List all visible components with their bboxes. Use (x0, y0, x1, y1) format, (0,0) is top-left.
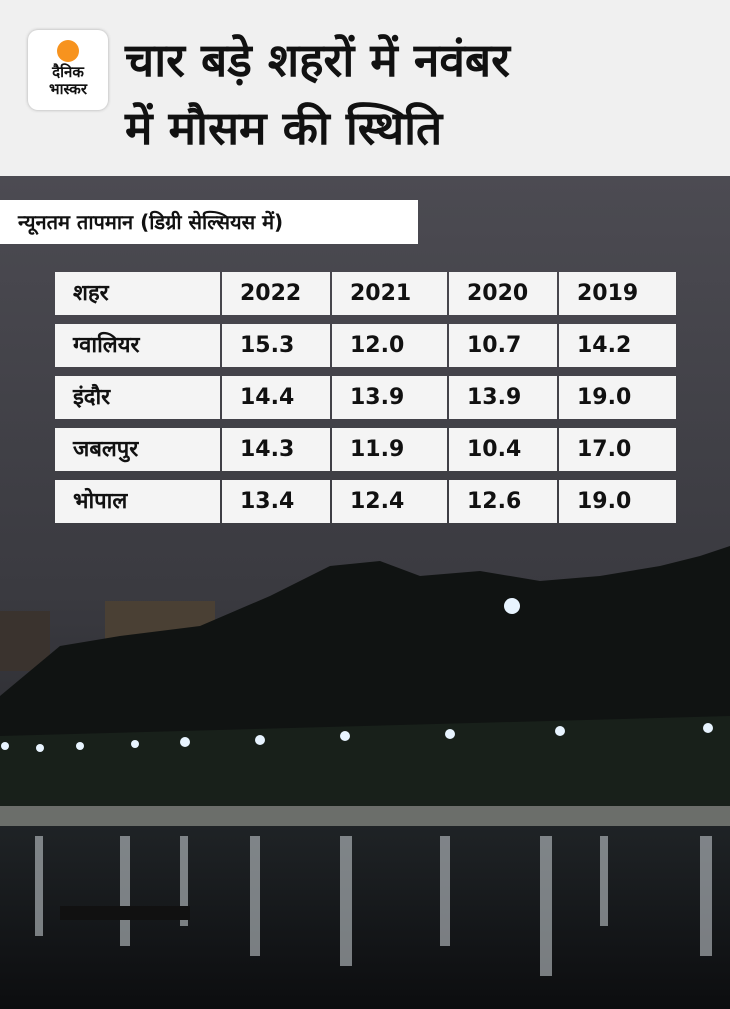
title: में मौसम की स्थिति (125, 101, 443, 155)
table-cell: 19.0 (559, 376, 676, 419)
table-cell: 10.4 (449, 428, 557, 471)
table-cell: भोपाल (55, 480, 220, 523)
table-cell: 17.0 (559, 428, 676, 471)
header-cell: 2022 (222, 272, 330, 315)
table-cell: 14.4 (222, 376, 330, 419)
table-cell: 11.9 (332, 428, 447, 471)
table-cell: 13.9 (449, 376, 557, 419)
table-cell: 14.2 (559, 324, 676, 367)
table-cell: 12.6 (449, 480, 557, 523)
table-cell: 14.3 (222, 428, 330, 471)
header-cell: 2019 (559, 272, 676, 315)
table-cell: जबलपुर (55, 428, 220, 471)
subtitle: न्यूनतम तापमान (डिग्री सेल्सियस में) (0, 200, 418, 244)
header-cell: 2021 (332, 272, 447, 315)
table-cell: इंदौर (55, 376, 220, 419)
table-cell: 12.4 (332, 480, 447, 523)
title: चार बड़े शहरों में नवंबर (125, 33, 511, 87)
header-cell: शहर (55, 272, 220, 315)
table-cell: ग्वालियर (55, 324, 220, 367)
table-cell: 19.0 (559, 480, 676, 523)
table-cell: 10.7 (449, 324, 557, 367)
table-cell: 13.9 (332, 376, 447, 419)
table-cell: 13.4 (222, 480, 330, 523)
logo-text: भास्कर (49, 80, 87, 98)
table-cell: 12.0 (332, 324, 447, 367)
table-cell: 15.3 (222, 324, 330, 367)
header-cell: 2020 (449, 272, 557, 315)
logo: दैनिक भास्कर (28, 30, 108, 110)
header: दैनिक भास्कर चार बड़े शहरों में नवंबर मे… (0, 0, 730, 176)
logo-text: दैनिक (52, 63, 84, 81)
